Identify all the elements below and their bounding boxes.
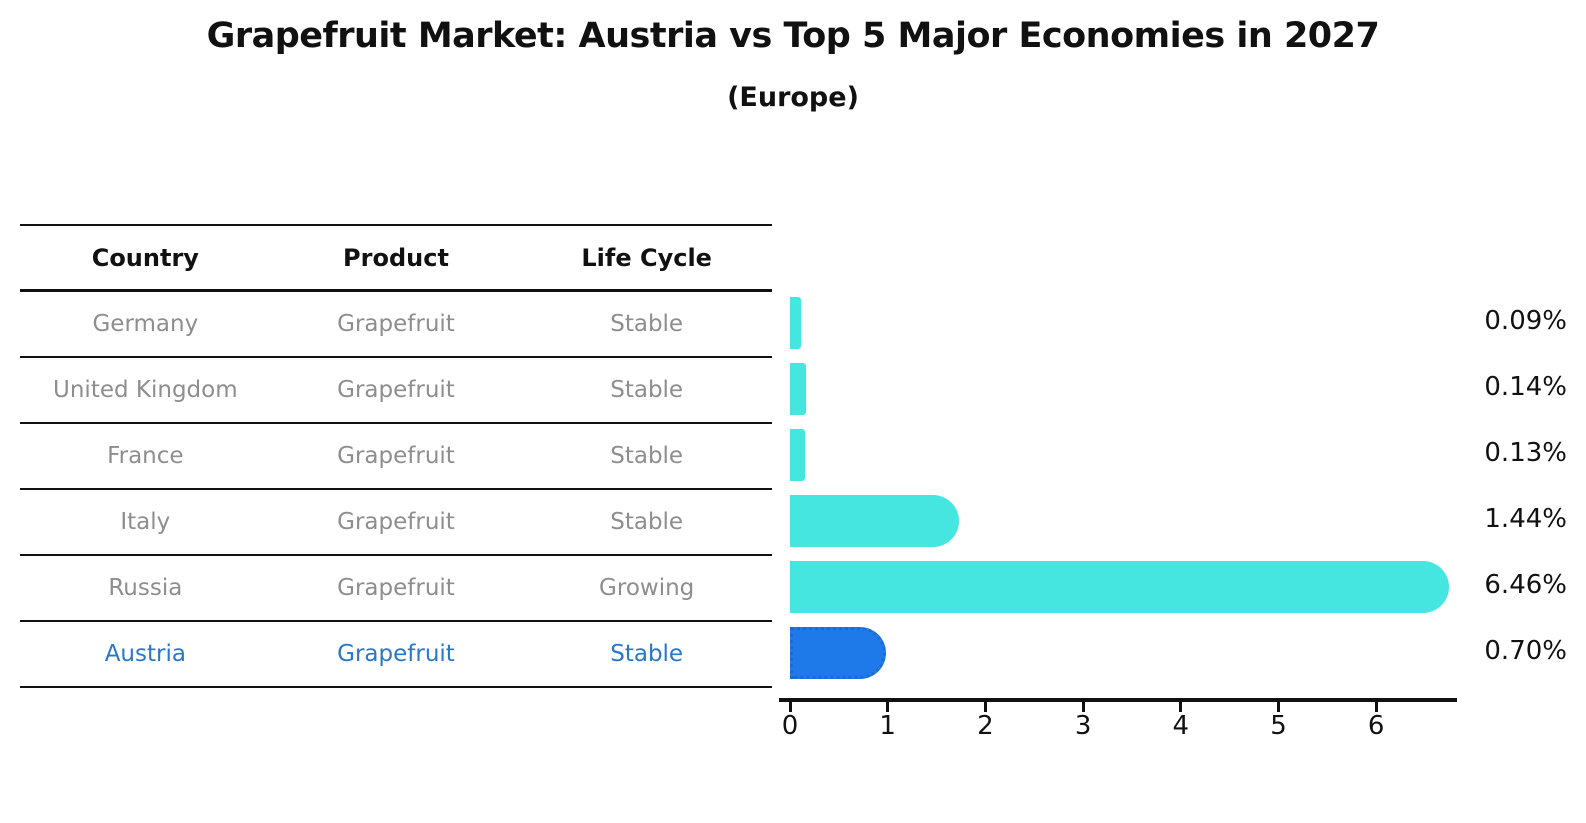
bar-russia — [790, 561, 1450, 613]
life-cycle-cell: Stable — [610, 377, 684, 403]
x-tick-mark — [1081, 702, 1085, 712]
table-body: Germany Grapefruit Stable United Kingdom… — [20, 292, 772, 688]
table-row: Germany Grapefruit Stable — [20, 292, 772, 358]
x-tick-mark — [788, 702, 792, 712]
product-cell: Grapefruit — [337, 377, 455, 403]
country-cell: France — [107, 443, 184, 469]
bar-germany — [790, 297, 801, 349]
bar-austria — [790, 627, 887, 679]
table-header-row: Country Product Life Cycle — [20, 226, 772, 292]
x-tick-label: 4 — [1172, 711, 1190, 741]
life-cycle-cell: Stable — [610, 509, 684, 535]
value-label: 0.09% — [1484, 306, 1567, 336]
chart-title: Grapefruit Market: Austria vs Top 5 Majo… — [206, 16, 1380, 56]
x-tick-mark — [1374, 702, 1378, 712]
bar-united-kingdom — [790, 363, 806, 415]
value-label: 0.14% — [1484, 372, 1567, 402]
table-row: Russia Grapefruit Growing — [20, 556, 772, 622]
bar-italy — [790, 495, 959, 547]
x-tick-mark — [886, 702, 890, 712]
product-cell: Grapefruit — [337, 311, 455, 337]
x-tick-label: 5 — [1270, 711, 1287, 741]
country-cell: Italy — [120, 509, 171, 535]
table-row: France Grapefruit Stable — [20, 424, 772, 490]
x-tick-label: 2 — [977, 711, 994, 741]
value-label: 0.13% — [1484, 438, 1567, 468]
life-cycle-cell: Stable — [610, 311, 684, 337]
x-tick-mark — [983, 702, 987, 712]
life-cycle-cell: Growing — [599, 575, 695, 601]
column-header-country: Country — [91, 243, 199, 272]
x-axis-line — [779, 698, 1457, 702]
table-row: Italy Grapefruit Stable — [20, 490, 772, 556]
country-cell: Austria — [104, 641, 186, 667]
life-cycle-cell: Stable — [610, 641, 684, 667]
x-tick-label: 0 — [781, 711, 799, 741]
x-tick-mark — [1277, 702, 1280, 712]
x-tick-mark — [1179, 702, 1183, 712]
table-row: United Kingdom Grapefruit Stable — [20, 358, 772, 424]
column-header-life-cycle: Life Cycle — [581, 243, 712, 272]
value-label: 1.44% — [1484, 504, 1567, 534]
product-cell: Grapefruit — [337, 443, 455, 469]
bar-france — [790, 429, 805, 481]
country-cell: Russia — [108, 575, 183, 601]
life-cycle-cell: Stable — [610, 443, 684, 469]
product-cell: Grapefruit — [337, 575, 455, 601]
x-tick-label: 3 — [1074, 711, 1092, 741]
chart-subtitle: (Europe) — [727, 82, 859, 113]
product-cell: Grapefruit — [337, 641, 455, 667]
value-label: 0.70% — [1484, 636, 1567, 666]
x-tick-label: 6 — [1367, 711, 1385, 741]
value-label: 6.46% — [1484, 570, 1567, 600]
country-cell: United Kingdom — [53, 377, 238, 403]
x-tick-label: 1 — [879, 711, 896, 741]
table-row: Austria Grapefruit Stable — [20, 622, 772, 688]
country-cell: Germany — [92, 311, 199, 337]
column-header-product: Product — [343, 243, 449, 272]
product-cell: Grapefruit — [337, 509, 455, 535]
country-table: Country Product Life Cycle Germany Grape… — [20, 224, 772, 688]
